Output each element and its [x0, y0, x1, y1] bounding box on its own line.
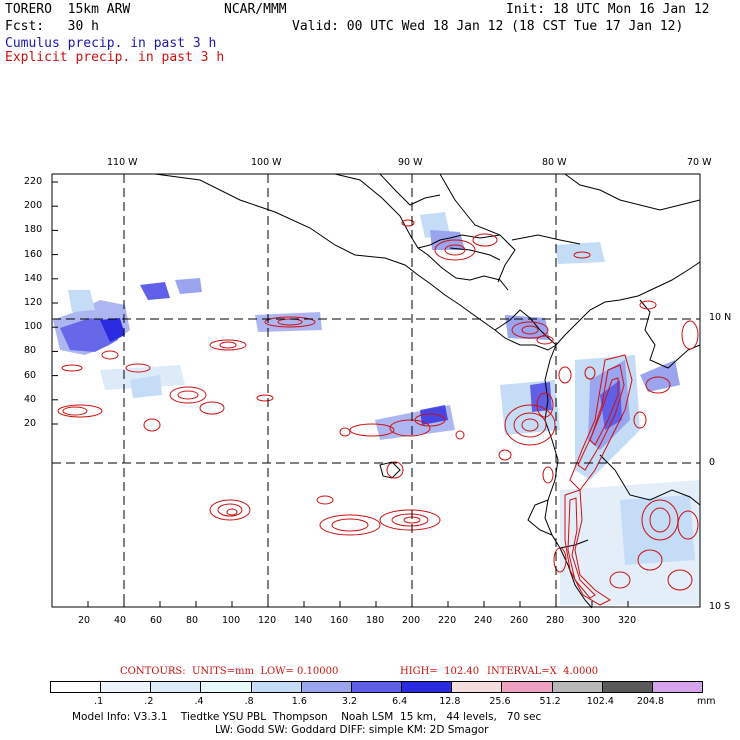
x-tick-label: 220	[438, 615, 457, 626]
contour-high: HIGH= 102.40	[400, 666, 480, 677]
lat-label-0: 0	[709, 457, 716, 468]
valid-time: Valid: 00 UTC Wed 18 Jan 12 (18 CST Tue …	[292, 19, 684, 34]
lon-label-70w: 70 W	[687, 157, 712, 168]
lat-label-10s: 10 S	[709, 601, 731, 612]
x-tick-label: 60	[150, 615, 163, 626]
forecast-hour: Fcst: 30 h	[5, 19, 99, 34]
colorbar-label: 6.4	[392, 696, 408, 707]
lon-label-80w: 80 W	[542, 157, 567, 168]
y-tick-label: 220	[24, 176, 43, 187]
x-tick-label: 180	[366, 615, 385, 626]
colorbar-cell	[451, 681, 503, 693]
explicit-precip-contours	[57, 219, 699, 606]
contour-interval: INTERVAL=X 4.0000	[487, 666, 599, 677]
colorbar-label: 51.2	[539, 696, 561, 707]
colorbar-label: 102.4	[586, 696, 614, 707]
x-tick-label: 260	[510, 615, 529, 626]
colorbar-label: .4	[194, 696, 204, 707]
colorbar-cell	[300, 681, 352, 693]
colorbar-cell	[200, 681, 252, 693]
x-tick-label: 40	[114, 615, 127, 626]
cumulus-legend: Cumulus precip. in past 3 h	[5, 36, 217, 51]
colorbar-cell	[601, 681, 653, 693]
lon-label-90w: 90 W	[398, 157, 423, 168]
colorbar-cell	[250, 681, 302, 693]
colorbar-label: .2	[144, 696, 154, 707]
x-tick-label: 140	[294, 615, 313, 626]
model-name: TORERO 15km ARW	[5, 2, 131, 17]
y-tick-label: 40	[24, 393, 37, 405]
organization: NCAR/MMM	[224, 2, 287, 17]
colorbar-cell	[100, 681, 152, 693]
colorbar-label: 1.6	[291, 696, 307, 707]
y-tick-label: 200	[24, 200, 43, 212]
colorbar-label: .1	[94, 696, 104, 707]
x-tick-label: 20	[78, 615, 91, 626]
model-info: Model Info: V3.3.1 Tiedtke YSU PBL Thomp…	[72, 711, 542, 723]
x-tick-label: 320	[618, 615, 637, 626]
y-tick-label: 160	[24, 248, 43, 260]
colorbar-cell	[501, 681, 553, 693]
init-time: Init: 18 UTC Mon 16 Jan 12	[506, 2, 710, 17]
lat-lon-grid	[52, 174, 700, 607]
y-tick-label: 100	[24, 321, 43, 333]
cumulus-precip-shading	[53, 212, 700, 605]
y-tick-label: 20	[24, 418, 37, 429]
axis-ticks	[52, 181, 629, 607]
x-tick-label: 160	[330, 615, 349, 626]
lon-label-100w: 100 W	[251, 157, 282, 168]
colorbar-cell	[50, 681, 102, 693]
colorbar-label: 25.6	[489, 696, 511, 707]
y-tick-label: 120	[24, 297, 43, 308]
y-tick-label: 80	[24, 345, 37, 357]
colorbar-cell	[150, 681, 202, 693]
colorbar-label: 204.8	[636, 696, 665, 707]
lat-label-10n: 10 N	[709, 312, 732, 323]
y-tick-label: 60	[24, 369, 37, 381]
colorbar-label: .8	[244, 696, 254, 707]
x-tick-label: 80	[186, 615, 199, 626]
x-tick-label: 240	[474, 615, 493, 626]
contour-units: CONTOURS: UNITS=mm LOW= 0.10000	[120, 666, 339, 677]
explicit-legend: Explicit precip. in past 3 h	[5, 50, 225, 65]
x-tick-label: 200	[402, 615, 421, 626]
x-tick-label: 120	[258, 615, 277, 626]
colorbar-label: 12.8	[439, 696, 461, 707]
colorbar-cell	[401, 681, 453, 693]
y-tick-label: 140	[24, 272, 43, 284]
colorbar-cell	[551, 681, 603, 693]
colorbar-cell	[350, 681, 403, 693]
physics-info: LW: Godd SW: Goddard DIFF: simple KM: 2D…	[215, 724, 489, 736]
colorbar-label: 3.2	[341, 696, 358, 707]
lon-label-110w: 110 W	[107, 157, 138, 168]
coastlines	[154, 173, 701, 609]
x-tick-label: 300	[582, 615, 601, 626]
colorbar-cell	[651, 681, 703, 693]
y-tick-label: 180	[24, 224, 43, 236]
colorbar-unit: mm	[697, 696, 716, 707]
x-tick-label: 100	[222, 615, 241, 626]
x-tick-label: 280	[546, 615, 565, 626]
